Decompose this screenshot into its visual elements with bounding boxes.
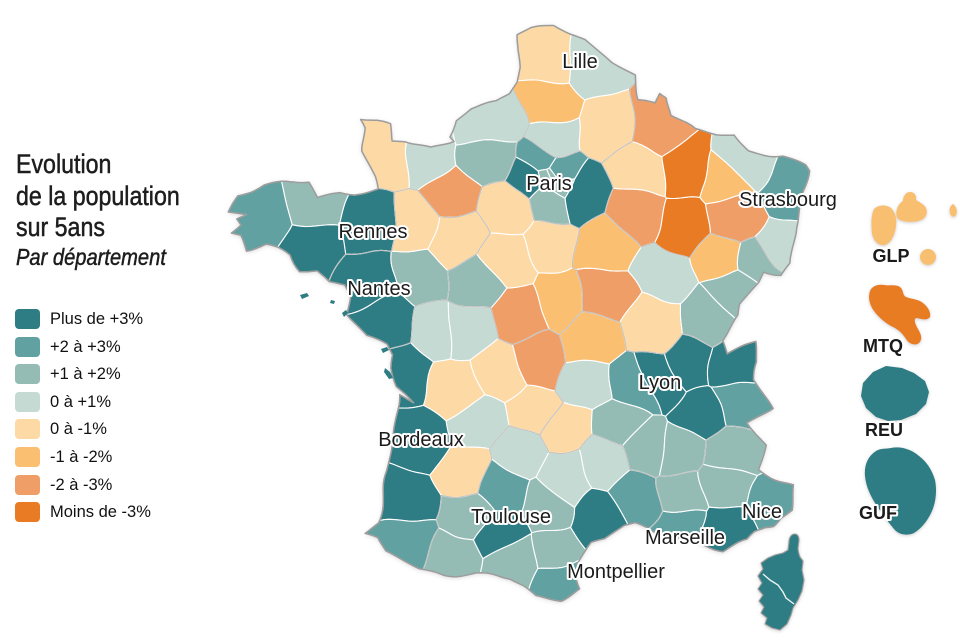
- svg-text:Strasbourg: Strasbourg: [739, 189, 837, 211]
- svg-text:GLP: GLP: [872, 246, 909, 266]
- svg-text:Nice: Nice: [742, 501, 782, 523]
- svg-text:Rennes: Rennes: [339, 221, 408, 243]
- svg-text:Lille: Lille: [562, 51, 598, 73]
- svg-text:MTQ: MTQ: [863, 336, 903, 356]
- svg-text:Lyon: Lyon: [639, 372, 682, 394]
- svg-text:Marseille: Marseille: [645, 527, 725, 549]
- svg-text:Nantes: Nantes: [347, 278, 410, 300]
- svg-text:Montpellier: Montpellier: [567, 561, 665, 583]
- svg-text:Toulouse: Toulouse: [471, 506, 551, 528]
- svg-text:GUF: GUF: [859, 503, 897, 523]
- svg-text:Paris: Paris: [526, 173, 572, 195]
- svg-text:Bordeaux: Bordeaux: [378, 429, 464, 451]
- svg-text:REU: REU: [865, 420, 903, 440]
